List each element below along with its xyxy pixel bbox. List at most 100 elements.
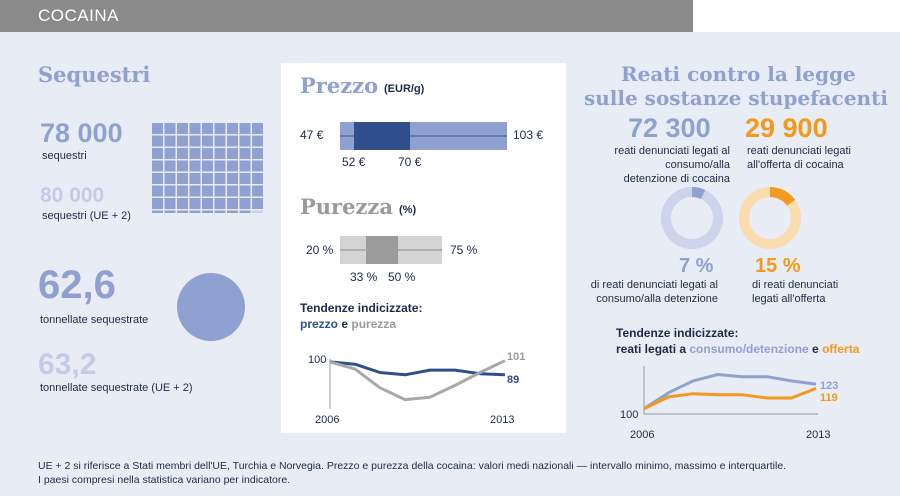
seizure-grid-cell [152,148,163,159]
seizure-grid-cell [239,148,251,159]
legend-supply: offerta [822,342,860,356]
purity-q1-label: 33 % [350,270,378,284]
seizure-grid-cell [239,210,251,213]
use-donut [661,187,723,249]
seizure-grid-cell [227,185,238,197]
use-offences-count: 72 300 [628,113,711,143]
supply-donut-arc [739,187,801,249]
seizures-grid [152,123,263,213]
page-title: COCAINA [38,6,119,25]
seizure-grid-cell [202,135,213,147]
seizure-grid-cell [164,198,176,209]
purity-boxplot: 20 % 75 % 33 % 50 % [306,236,478,284]
trends-offences-legend: reati legati a consumo/detenzione e offe… [616,342,859,356]
seizure-grid-cell [227,210,238,213]
tonnes-eu2-value: 63,2 [38,348,97,381]
seizure-grid-cell [202,210,213,213]
seizure-grid-cell [164,173,176,184]
chart1-x-end: 2013 [490,414,514,426]
seizure-grid-cell [239,198,251,209]
series-line-consumo-detenzione [643,373,817,410]
seizure-grid-cell [252,160,263,172]
seizure-grid-cell [177,198,188,209]
seizure-grid-cell [252,210,263,213]
seizure-grid-cell [252,173,263,184]
tonnes-label: tonnellate sequestrate [40,314,149,326]
seizure-grid-cell [239,123,251,134]
seizure-grid-cell [189,148,201,159]
legend-purity: purezza [351,317,397,331]
seizures-count: 78 000 [40,118,123,148]
seizure-grid-cell [202,198,213,209]
seizure-grid-cell [214,198,226,209]
seizure-grid-cell [164,135,176,147]
supply-pct-label: di reati denunciati legati all'offerta [752,279,839,305]
seizure-grid-cell [227,198,238,209]
seizure-grid-cell [177,185,188,197]
seizure-grid-cell [152,198,163,209]
seizure-grid-cell [164,148,176,159]
seizure-grid-cell [152,210,163,213]
series-line-purezza [329,359,506,402]
tonnes-circle-shape [177,273,245,341]
seizure-grid-cell [239,160,251,172]
supply-donut [739,187,801,249]
seizure-grid-cell [189,160,201,172]
chart1-end-purity: 101 [507,351,525,363]
seizure-grid-cell [214,173,226,184]
seizure-grid-cell [152,123,163,134]
purity-q3-label: 50 % [388,270,416,284]
seizure-grid-cell [189,123,201,134]
seizure-grid-cell [239,173,251,184]
seizure-grid-cell [202,185,213,197]
use-pct: 7 % [679,255,714,277]
seizures-count-eu2-label: sequestri (UE + 2) [42,210,131,222]
seizure-grid-cell [202,160,213,172]
purity-min-label: 20 % [306,243,334,257]
use-pct-label: di reati denunciati legati al consumo/al… [590,279,718,305]
seizure-grid-cell [252,123,263,134]
chart2-x-start: 2006 [630,429,654,441]
offences-title-line1: Reati contro la legge [621,62,856,86]
price-q1-label: 52 € [342,155,366,169]
seizure-grid-cell [189,185,201,197]
seizure-grid-cell [164,185,176,197]
use-offences-label: reati denunciati legati al consumo/alla … [614,145,730,185]
seizure-grid-cell [164,160,176,172]
seizure-grid-cell [152,185,163,197]
seizures-title: Sequestri [38,62,151,87]
seizure-grid-cell [202,173,213,184]
chart1-end-price: 89 [507,374,519,386]
seizure-grid-cell [252,135,263,147]
price-purity-trend-chart: 100 2006 2013 101 89 [308,351,525,426]
seizure-grid-cell [189,173,201,184]
seizure-grid-cell [177,173,188,184]
price-max-label: 103 € [513,128,543,142]
seizure-grid-cell [239,135,251,147]
chart2-start-label: 100 [620,409,638,421]
footnote-line1: UE + 2 si riferisce a Stati membri dell'… [38,460,787,472]
seizure-grid-cell [189,135,201,147]
seizure-grid-cell [214,210,226,213]
chart2-end-use: 123 [820,380,838,392]
offences-title-line2: sulle sostanze stupefacenti [584,86,888,110]
legend-prefix: reati legati a [616,342,690,356]
seizure-grid-cell [164,123,176,134]
price-boxplot: 47 € 103 € 52 € 70 € [300,122,543,169]
chart1-x-start: 2006 [315,414,339,426]
price-iqr-box [354,122,410,150]
tonnes-circle [177,273,245,341]
purity-iqr-box [366,236,398,264]
seizure-grid-cell [214,160,226,172]
price-min-label: 47 € [300,128,324,142]
trends-offences-title: Tendenze indicizzate: [616,326,739,340]
seizure-grid-cell [177,210,188,213]
footnote: UE + 2 si riferisce a Stati membri dell'… [38,459,786,487]
seizure-grid-cell [214,123,226,134]
offences-trend-chart: 100 2006 2013 123 119 [620,366,838,441]
use-donut-arc [661,187,723,249]
seizure-grid-cell [177,160,188,172]
supply-pct: 15 % [755,255,801,277]
legend-price: prezzo [300,317,339,331]
seizure-grid-cell [189,210,201,213]
